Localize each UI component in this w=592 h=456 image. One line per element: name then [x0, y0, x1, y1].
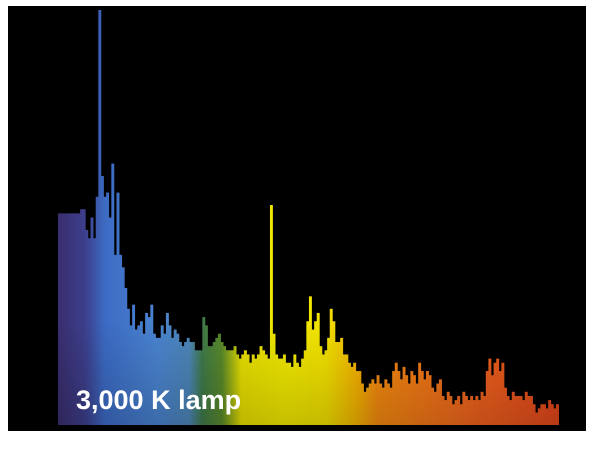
spectrum-chart: 3,000 K lamp 400500600700 nm — [58, 10, 559, 426]
bar-shading — [58, 10, 559, 425]
chart-plot-area: 3,000 K lamp 400500600700 nm — [8, 6, 586, 431]
spectrum-bars — [58, 10, 559, 426]
lamp-annotation: 3,000 K lamp — [76, 385, 241, 415]
